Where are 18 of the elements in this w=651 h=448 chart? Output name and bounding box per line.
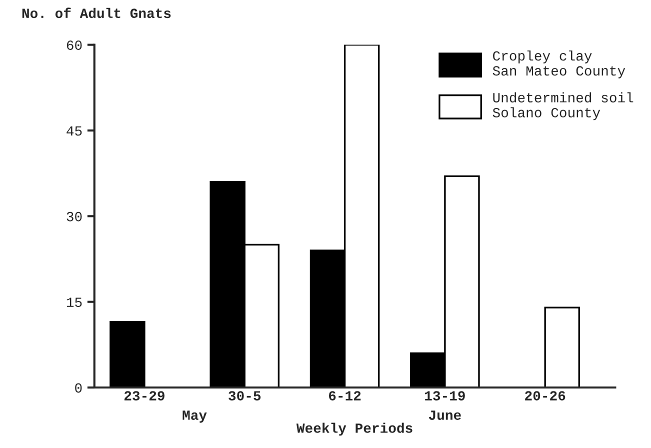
x-tick-label: 6-12 [328,391,361,400]
legend-label: Cropley clay San Mateo County [492,50,626,78]
text: May [182,410,207,423]
x-axis-title: Weekly Periods [296,422,412,436]
x-tick-label: 23-29 [124,391,164,401]
x-tick-label: 13-19 [425,391,465,401]
y-tick-label: 30 [66,212,82,222]
y-tick-label: 15 [66,298,82,308]
x-tick-label: 20-26 [525,391,566,400]
y-tick-label: 0 [75,383,82,393]
y-axis-title: No. of Adult Gnats [22,8,171,18]
bar [110,320,146,388]
text: June [428,410,461,420]
bar [544,306,580,388]
legend-label: Undetermined soil Solano County [492,92,634,120]
y-tick-label: 45 [66,126,82,136]
x-tick-label: 30-5 [228,391,261,401]
y-tick-label: 60 [66,40,82,50]
